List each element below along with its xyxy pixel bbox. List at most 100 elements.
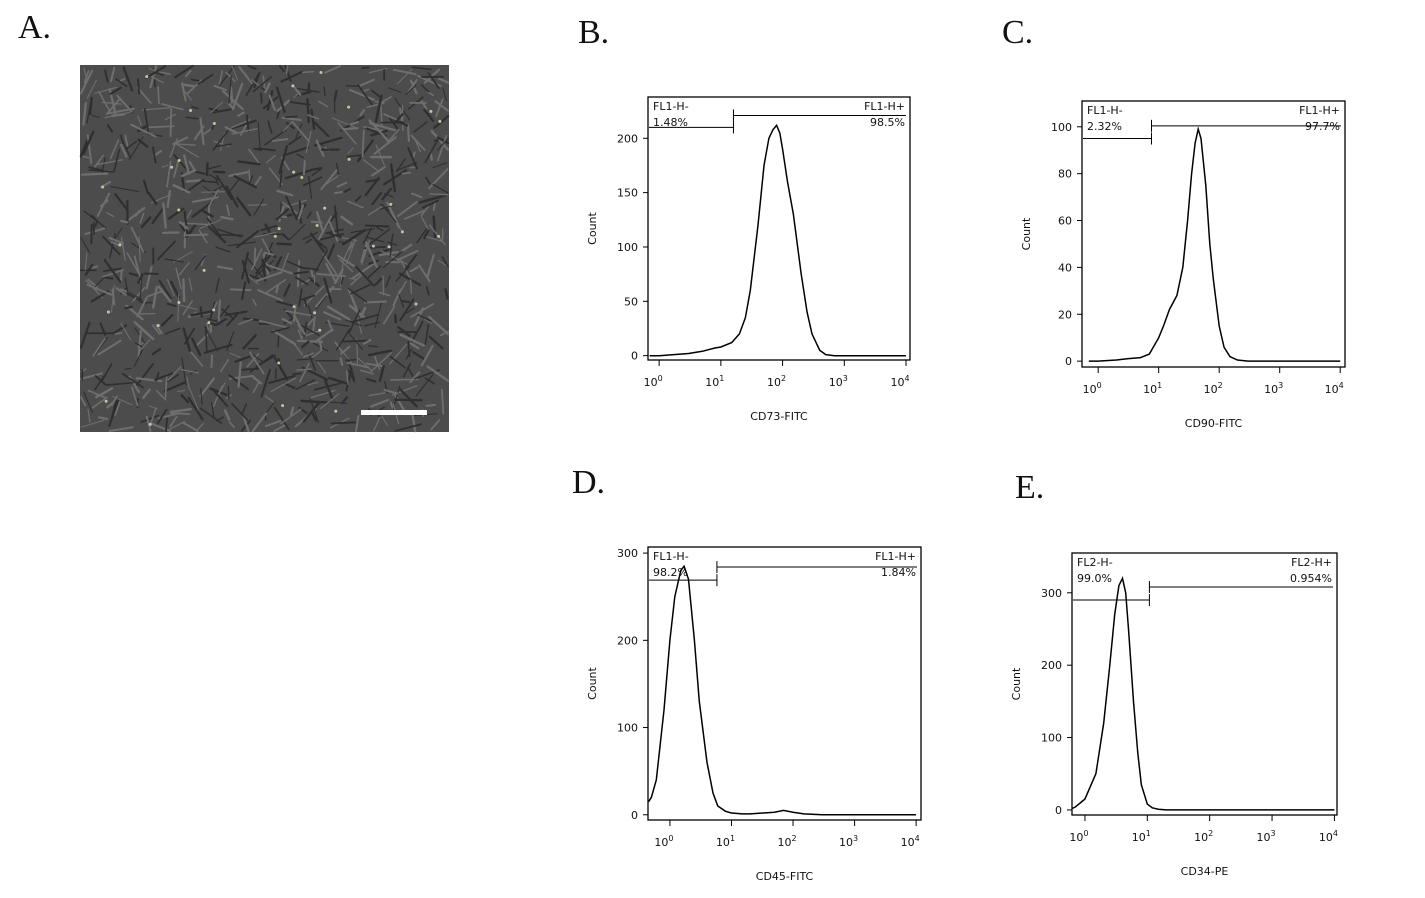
- cell: [131, 386, 139, 407]
- cell: [204, 325, 208, 354]
- cell: [315, 139, 325, 157]
- cell: [137, 342, 144, 348]
- cell: [310, 268, 314, 278]
- cell: [101, 157, 106, 176]
- cell: [188, 160, 197, 172]
- cell: [136, 363, 154, 386]
- cell: [85, 279, 104, 299]
- cell: [90, 114, 101, 118]
- cell: [260, 92, 263, 104]
- cell: [224, 310, 248, 317]
- panel-label: B.: [578, 14, 609, 51]
- cell: [110, 66, 116, 83]
- cell: [284, 146, 310, 156]
- cell: [172, 136, 189, 146]
- cell: [149, 64, 158, 89]
- cell: [115, 287, 127, 296]
- cell: [350, 283, 371, 295]
- gate-name: FL1-H-: [653, 550, 689, 563]
- cell: [338, 258, 354, 273]
- cell: [183, 210, 189, 238]
- cell: [91, 396, 108, 409]
- cell: [425, 403, 436, 407]
- cell: [416, 227, 429, 244]
- gate-name: FL1-H-: [1087, 104, 1123, 117]
- cell: [161, 164, 169, 168]
- gate-percent: 1.84%: [881, 566, 916, 579]
- x-axis-label: CD34-PE: [1181, 865, 1229, 878]
- bright-cell: [313, 311, 317, 315]
- cell: [147, 191, 158, 205]
- cell: [349, 120, 359, 126]
- cell: [139, 212, 145, 224]
- cell: [410, 192, 423, 199]
- cell: [193, 125, 205, 141]
- cell: [166, 189, 171, 209]
- cell: [347, 147, 354, 155]
- cell: [310, 108, 316, 130]
- cell: [226, 331, 235, 351]
- cell: [229, 177, 241, 191]
- cell: [86, 134, 93, 164]
- cell: [83, 391, 94, 414]
- cell: [314, 249, 328, 273]
- cell: [246, 256, 264, 279]
- cell: [207, 189, 219, 209]
- cell: [389, 355, 406, 369]
- cell: [270, 377, 297, 393]
- cell: [339, 357, 344, 367]
- cell: [436, 136, 450, 145]
- cell: [114, 332, 123, 335]
- cell: [104, 276, 114, 280]
- cell: [173, 154, 190, 173]
- cell: [396, 68, 413, 85]
- y-axis-label: Count: [586, 211, 599, 244]
- cell: [182, 209, 192, 227]
- histogram-curve: [649, 123, 906, 357]
- cell: [389, 343, 408, 365]
- cell: [145, 64, 167, 80]
- cell: [312, 120, 330, 138]
- cell: [315, 285, 335, 308]
- cell: [368, 119, 390, 143]
- bright-cell: [148, 422, 152, 426]
- cell: [356, 139, 374, 163]
- cell: [257, 289, 284, 302]
- cell: [265, 278, 287, 294]
- cell: [432, 162, 448, 169]
- cell: [146, 125, 175, 129]
- cell: [188, 277, 193, 292]
- cell: [317, 361, 327, 374]
- cell: [169, 280, 181, 299]
- cell: [108, 236, 125, 245]
- x-tick-label: 100: [1083, 381, 1102, 396]
- cell: [441, 388, 445, 415]
- cell: [169, 407, 193, 414]
- x-tick-label: 103: [1264, 381, 1283, 396]
- cell: [420, 205, 430, 217]
- cell: [166, 160, 172, 188]
- cell: [145, 265, 153, 290]
- cell: [115, 78, 128, 88]
- y-axis-label: Count: [586, 666, 599, 699]
- y-tick-label: 300: [617, 547, 638, 560]
- cell: [252, 380, 260, 394]
- cell: [312, 316, 316, 335]
- cell: [136, 296, 148, 318]
- cell: [128, 291, 142, 301]
- cell: [177, 293, 180, 322]
- cell: [185, 116, 200, 120]
- cell: [406, 124, 411, 143]
- cell: [439, 330, 449, 337]
- y-tick-label: 0: [631, 350, 638, 363]
- cell: [350, 313, 380, 323]
- cell: [142, 179, 149, 195]
- cell: [143, 107, 150, 135]
- cell: [231, 65, 239, 81]
- cell: [407, 78, 418, 94]
- cell: [331, 117, 358, 129]
- plot-frame: [647, 96, 911, 361]
- cell: [223, 409, 231, 421]
- cell: [204, 327, 219, 352]
- cell: [345, 367, 353, 392]
